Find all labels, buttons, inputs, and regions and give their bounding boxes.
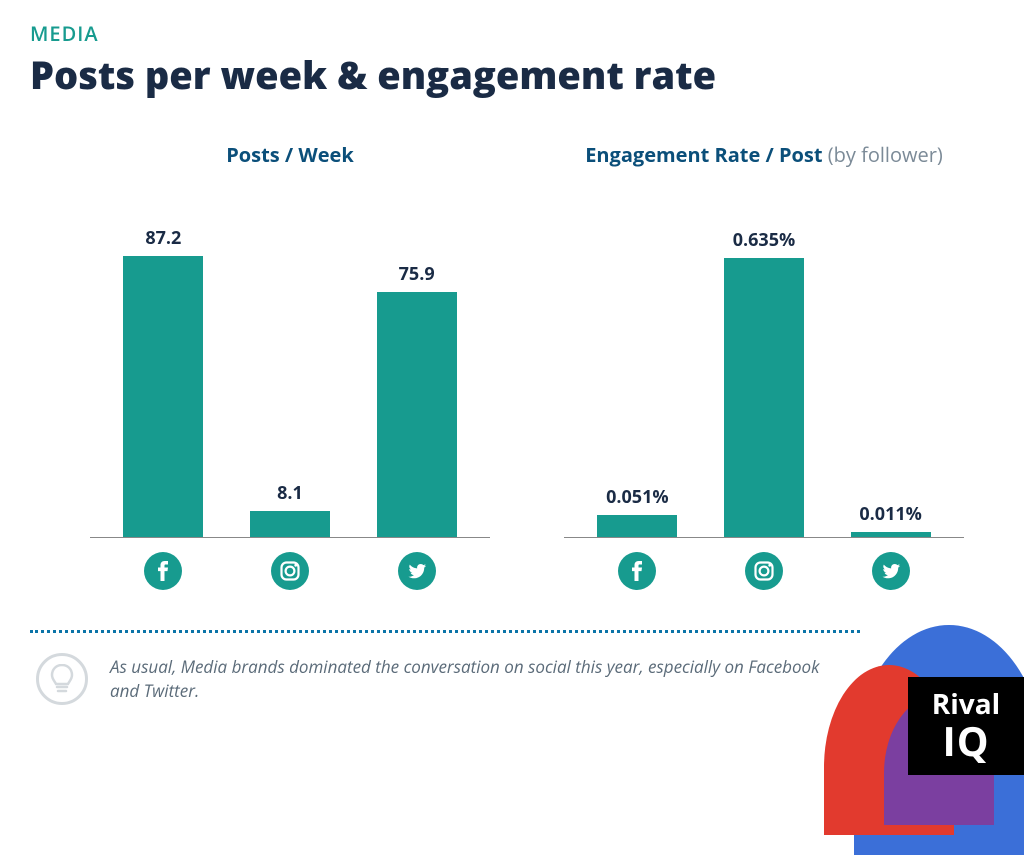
bar-label: 0.635% bbox=[733, 228, 796, 252]
chart-title: Posts / Week bbox=[226, 141, 354, 168]
brand-line2: IQ bbox=[942, 720, 989, 762]
facebook-icon bbox=[592, 552, 682, 590]
lightbulb-icon bbox=[36, 653, 88, 705]
insight-text: As usual, Media brands dominated the con… bbox=[110, 655, 830, 703]
bar bbox=[724, 258, 804, 537]
bar-label: 75.9 bbox=[399, 262, 435, 286]
charts-row: Posts / Week 87.2 8.1 75.9 Engage bbox=[30, 141, 994, 590]
page-title: Posts per week & engagement rate bbox=[30, 49, 994, 101]
bar-area: 87.2 8.1 75.9 bbox=[90, 218, 490, 538]
bar-col-facebook: 87.2 bbox=[118, 226, 208, 537]
bar-col-twitter: 0.011% bbox=[846, 502, 936, 537]
bar-label: 0.051% bbox=[606, 485, 669, 509]
facebook-icon bbox=[118, 552, 208, 590]
twitter-icon bbox=[372, 552, 462, 590]
bar-col-facebook: 0.051% bbox=[592, 485, 682, 537]
category-label: MEDIA bbox=[30, 20, 994, 47]
brand-logo: Rival IQ bbox=[908, 677, 1024, 775]
instagram-icon bbox=[245, 552, 335, 590]
bar-col-instagram: 8.1 bbox=[245, 481, 335, 537]
bar-area: 0.051% 0.635% 0.011% bbox=[564, 218, 964, 538]
bar-label: 87.2 bbox=[145, 226, 181, 250]
bar bbox=[123, 256, 203, 537]
icon-row bbox=[90, 538, 490, 590]
bar-col-twitter: 75.9 bbox=[372, 262, 462, 537]
bar-col-instagram: 0.635% bbox=[719, 228, 809, 537]
bar-label: 0.011% bbox=[859, 502, 922, 526]
chart-title-main: Posts / Week bbox=[226, 141, 354, 168]
icon-row bbox=[564, 538, 964, 590]
divider bbox=[30, 630, 860, 633]
chart-title: Engagement Rate / Post (by follower) bbox=[585, 141, 943, 168]
bar bbox=[597, 515, 677, 537]
bar-label: 8.1 bbox=[277, 481, 303, 505]
bar bbox=[250, 511, 330, 537]
instagram-icon bbox=[719, 552, 809, 590]
chart-posts-per-week: Posts / Week 87.2 8.1 75.9 bbox=[90, 141, 490, 590]
chart-title-sub: (by follower) bbox=[828, 141, 943, 168]
chart-engagement-rate: Engagement Rate / Post (by follower) 0.0… bbox=[564, 141, 964, 590]
chart-title-main: Engagement Rate / Post bbox=[585, 141, 822, 168]
bar bbox=[377, 292, 457, 537]
bar bbox=[851, 532, 931, 537]
twitter-icon bbox=[846, 552, 936, 590]
